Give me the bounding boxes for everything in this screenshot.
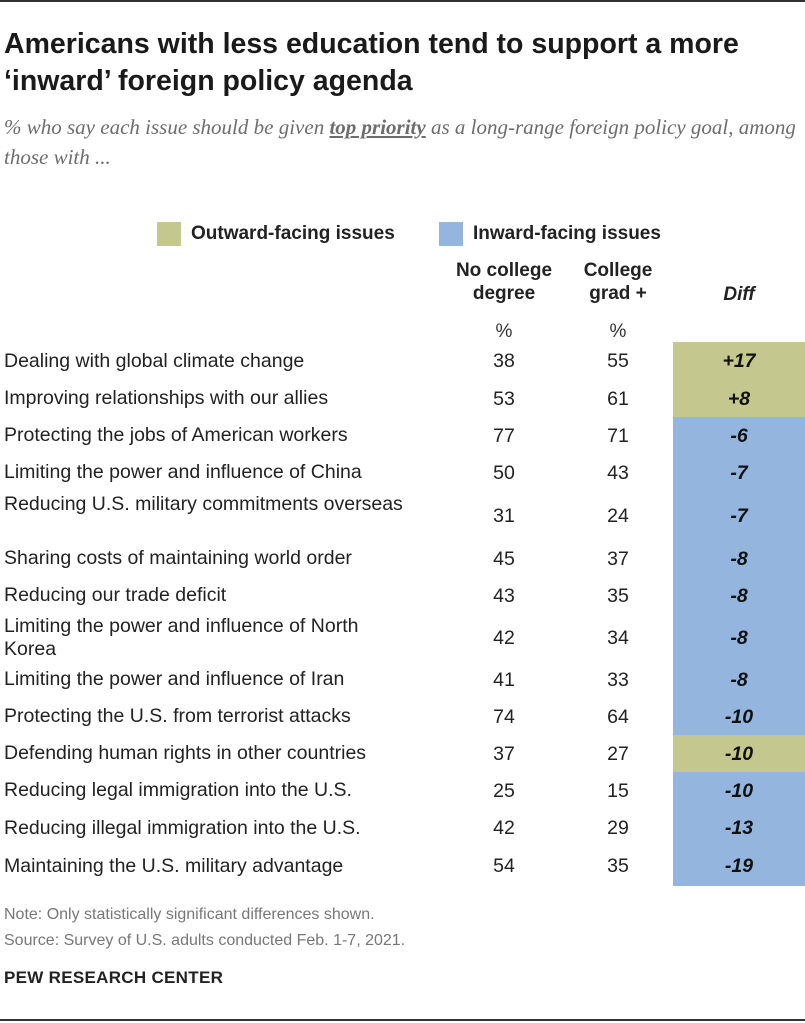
row-label: Reducing illegal immigration into the U.…: [4, 816, 361, 839]
value-college: 37: [607, 547, 629, 570]
diff-cell-background: [673, 735, 805, 773]
diff-cell-background: [673, 809, 805, 848]
organization-logo-text: PEW RESEARCH CENTER: [4, 968, 224, 987]
top-rule: [0, 0, 805, 2]
note: Note: Only statistically significant dif…: [4, 906, 375, 923]
row-label: Maintaining the U.S. military advantage: [4, 854, 344, 877]
value-no-college: 37: [493, 742, 515, 765]
value-college: 27: [607, 742, 629, 765]
value-college: 61: [607, 387, 629, 410]
subtitle-emphasis: top priority: [329, 115, 426, 139]
chart-subtitle: % who say each issue should be given top…: [4, 112, 804, 172]
value-no-college: 31: [493, 504, 515, 527]
diff-cell-background: [673, 847, 805, 886]
value-college: 55: [607, 350, 629, 372]
legend-swatch-outward: [157, 222, 181, 246]
diff-cell-background: [673, 417, 805, 455]
value-no-college: 74: [493, 705, 515, 728]
value-diff: -13: [724, 817, 754, 839]
legend-label-outward: Outward-facing issues: [191, 223, 395, 244]
value-diff: -19: [724, 855, 754, 877]
diff-cell-background: [673, 380, 805, 418]
value-no-college: 41: [493, 668, 515, 691]
value-diff: -8: [730, 584, 748, 607]
subtitle-text: % who say each issue should be given: [4, 115, 330, 139]
diff-cell-background: [673, 614, 805, 662]
value-no-college: 42: [493, 626, 515, 649]
subtitle-text-end: as a long-range foreign policy goal, amo…: [4, 115, 796, 169]
value-college: 24: [607, 504, 629, 527]
diff-cell-background: [673, 342, 805, 381]
value-college: 33: [607, 668, 629, 691]
row-label: Limiting the power and influence of Iran: [4, 668, 345, 690]
column-header-no-college: No college degree: [434, 259, 574, 305]
diff-cell-background: [673, 454, 805, 492]
row-label: Limiting the power and influence of Nort…: [4, 614, 359, 660]
value-diff: -8: [730, 547, 748, 570]
value-no-college: 45: [493, 547, 515, 570]
diff-cell-background: [673, 772, 805, 810]
value-diff: -7: [730, 504, 748, 527]
column-header-diff: Diff: [723, 284, 755, 305]
value-college: 15: [607, 779, 629, 802]
source: Source: Survey of U.S. adults conducted …: [4, 932, 406, 949]
value-no-college: 38: [493, 350, 515, 372]
value-diff: -10: [724, 742, 754, 765]
row-label: Reducing our trade deficit: [4, 584, 227, 606]
diff-cell-background: [673, 661, 805, 699]
value-diff: +8: [727, 387, 751, 410]
value-no-college: 25: [493, 779, 515, 802]
bottom-rule: [0, 1019, 805, 1021]
value-college: 35: [607, 855, 629, 877]
unit-label-college: %: [609, 321, 627, 342]
legend-swatch-inward: [439, 222, 463, 246]
column-header-no-college-line1: No college: [455, 260, 553, 281]
value-college: 64: [607, 705, 629, 728]
value-no-college: 42: [493, 817, 515, 839]
value-diff: -8: [730, 668, 748, 691]
value-college: 34: [607, 626, 629, 649]
value-diff: +17: [722, 350, 756, 372]
chart-title: Americans with less education tend to su…: [4, 28, 739, 97]
row-label: Protecting the jobs of American workers: [4, 424, 348, 446]
value-diff: -10: [724, 705, 754, 728]
column-header-no-college-line2: degree: [472, 283, 536, 304]
value-no-college: 77: [493, 424, 515, 447]
column-header-college: College grad +: [558, 259, 678, 305]
row-label: Reducing legal immigration into the U.S.: [4, 779, 352, 801]
value-college: 35: [607, 584, 629, 607]
row-label: Protecting the U.S. from terrorist attac…: [4, 705, 351, 727]
value-college: 43: [607, 461, 629, 484]
row-label: Sharing costs of maintaining world order: [4, 547, 352, 569]
value-diff: -10: [724, 779, 754, 802]
value-diff: -8: [730, 626, 748, 649]
legend-label-inward: Inward-facing issues: [473, 223, 661, 244]
value-college: 29: [607, 817, 629, 839]
row-label: Improving relationships with our allies: [4, 387, 329, 409]
diff-cell-background: [673, 577, 805, 615]
diff-cell-background: [673, 540, 805, 578]
value-no-college: 43: [493, 584, 515, 607]
diff-cell-background: [673, 698, 805, 736]
row-label: Reducing U.S. military commitments overs…: [4, 492, 403, 515]
diff-cell-background: [673, 491, 805, 541]
column-header-college-line1: College: [583, 260, 653, 281]
row-label: Defending human rights in other countrie…: [4, 742, 367, 764]
value-no-college: 53: [493, 387, 515, 410]
row-label: Dealing with global climate change: [4, 349, 305, 372]
row-label: Limiting the power and influence of Chin…: [4, 461, 362, 483]
value-no-college: 50: [493, 461, 515, 484]
value-no-college: 54: [493, 855, 515, 877]
value-college: 71: [607, 424, 629, 447]
column-header-college-line2: grad +: [589, 283, 647, 304]
unit-label-no-college: %: [495, 321, 513, 342]
value-diff: -6: [730, 424, 748, 447]
value-diff: -7: [730, 461, 748, 484]
